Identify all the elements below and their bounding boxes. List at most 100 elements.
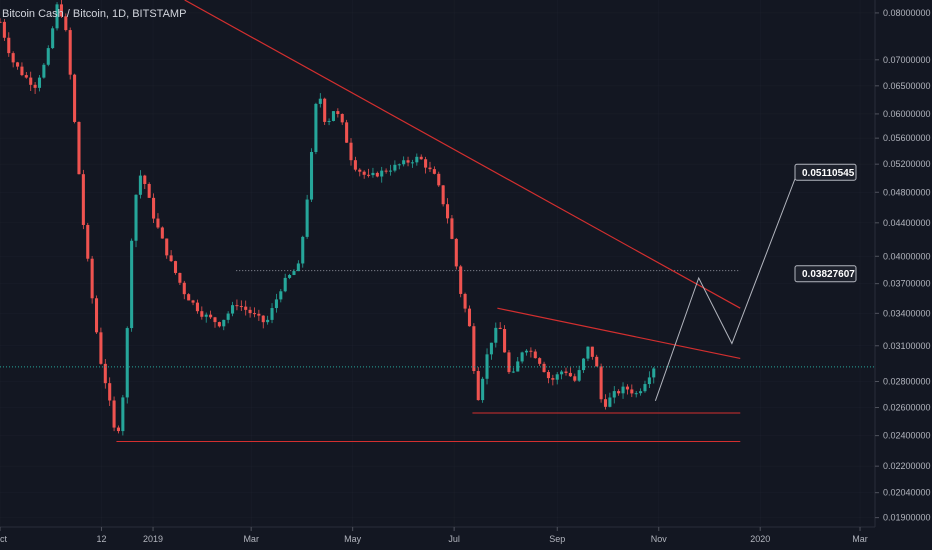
candle-body bbox=[20, 66, 24, 76]
candle bbox=[248, 306, 252, 318]
candle-body bbox=[130, 240, 134, 329]
candle-body bbox=[112, 400, 116, 428]
candle bbox=[24, 72, 28, 79]
candle bbox=[340, 113, 344, 125]
candle bbox=[296, 260, 300, 272]
candle bbox=[309, 148, 314, 203]
candle bbox=[371, 167, 375, 178]
price-axis[interactable]: 0.08000000 0.07000000 0.06500000 0.06000000… bbox=[874, 0, 932, 550]
candle-body bbox=[402, 160, 406, 165]
candle-body bbox=[625, 386, 629, 390]
price-tick-label: 0.07000000 bbox=[883, 55, 931, 65]
candle bbox=[283, 273, 287, 293]
candle-body bbox=[384, 170, 388, 172]
candle bbox=[467, 305, 472, 327]
candle bbox=[173, 260, 178, 275]
candle bbox=[138, 170, 142, 199]
candle bbox=[612, 386, 616, 404]
candle-body bbox=[362, 171, 366, 175]
price-tick-label: 0.02600000 bbox=[883, 403, 931, 413]
candle bbox=[516, 356, 520, 372]
candle bbox=[160, 226, 164, 239]
candle-body bbox=[485, 354, 489, 379]
candle bbox=[643, 380, 647, 393]
candle-body bbox=[459, 266, 463, 294]
candle-body bbox=[42, 64, 46, 78]
candle bbox=[472, 323, 476, 374]
projection-path bbox=[654, 164, 802, 401]
candle bbox=[441, 185, 445, 207]
candle bbox=[590, 346, 594, 360]
time-tick-label: 2020 bbox=[750, 534, 770, 544]
price-callouts: 0.05110545 0.03827607 bbox=[794, 163, 857, 283]
candle-body bbox=[222, 319, 226, 327]
projection-line bbox=[654, 165, 801, 401]
candle-body bbox=[568, 372, 572, 377]
candle bbox=[51, 26, 55, 50]
candle bbox=[538, 357, 542, 366]
price-tick-label: 0.02800000 bbox=[883, 376, 931, 386]
callout-box bbox=[794, 163, 857, 181]
candle-body bbox=[472, 326, 476, 372]
candle-body bbox=[375, 172, 379, 177]
price-tick-label: 0.04000000 bbox=[883, 251, 931, 261]
candle bbox=[507, 350, 511, 374]
candle-body bbox=[235, 305, 239, 307]
time-axis[interactable]: Oct 12 2019 Mar May Jul Sep Nov 2020 Mar bbox=[0, 526, 932, 550]
candle bbox=[494, 322, 498, 348]
candle bbox=[489, 342, 493, 360]
candle-body bbox=[507, 352, 511, 373]
candle-body bbox=[0, 21, 2, 23]
time-tick-label: Sep bbox=[549, 534, 565, 544]
candle bbox=[524, 349, 529, 356]
candle-body bbox=[494, 327, 498, 343]
time-tick-label: Oct bbox=[0, 534, 7, 544]
candle bbox=[384, 168, 388, 174]
candle bbox=[55, 2, 59, 31]
candle bbox=[239, 300, 243, 311]
candle-body bbox=[406, 160, 410, 163]
candle bbox=[81, 169, 85, 230]
candle bbox=[169, 250, 173, 263]
candle bbox=[152, 193, 156, 224]
price-tick-label: 0.03100000 bbox=[883, 341, 931, 351]
candle-body bbox=[323, 98, 327, 122]
candle bbox=[511, 367, 515, 374]
candle bbox=[546, 370, 550, 384]
candle-body bbox=[195, 302, 199, 312]
candle bbox=[345, 119, 349, 143]
candle bbox=[187, 293, 191, 301]
candle bbox=[415, 153, 419, 166]
callout-box bbox=[794, 265, 857, 283]
candle-body bbox=[437, 173, 441, 186]
candle bbox=[498, 322, 502, 330]
candle-body bbox=[125, 328, 129, 398]
candle bbox=[2, 19, 6, 41]
last-price-line: 0.02919084 bbox=[0, 359, 932, 374]
candle-body bbox=[266, 319, 270, 323]
candle-body bbox=[99, 332, 103, 364]
candle-body bbox=[397, 164, 401, 166]
candle-body bbox=[213, 317, 217, 323]
candle-body bbox=[94, 298, 99, 333]
candle bbox=[274, 293, 278, 313]
candle-body bbox=[551, 378, 555, 380]
price-tick-label: 0.06500000 bbox=[883, 81, 931, 91]
candle-body bbox=[371, 172, 375, 176]
candle-body bbox=[217, 322, 221, 327]
candle-body bbox=[489, 342, 493, 355]
candle-body bbox=[419, 156, 423, 160]
candle bbox=[182, 280, 186, 300]
candle-body bbox=[182, 282, 186, 295]
candle bbox=[388, 164, 393, 176]
candle bbox=[252, 307, 257, 318]
candle bbox=[647, 371, 651, 389]
candle bbox=[476, 367, 480, 401]
candle-body bbox=[388, 170, 393, 172]
candle-body bbox=[37, 77, 42, 88]
candle bbox=[625, 384, 629, 395]
candle bbox=[305, 194, 309, 239]
candle bbox=[108, 377, 112, 406]
price-callout: 0.03827607 bbox=[794, 265, 857, 283]
